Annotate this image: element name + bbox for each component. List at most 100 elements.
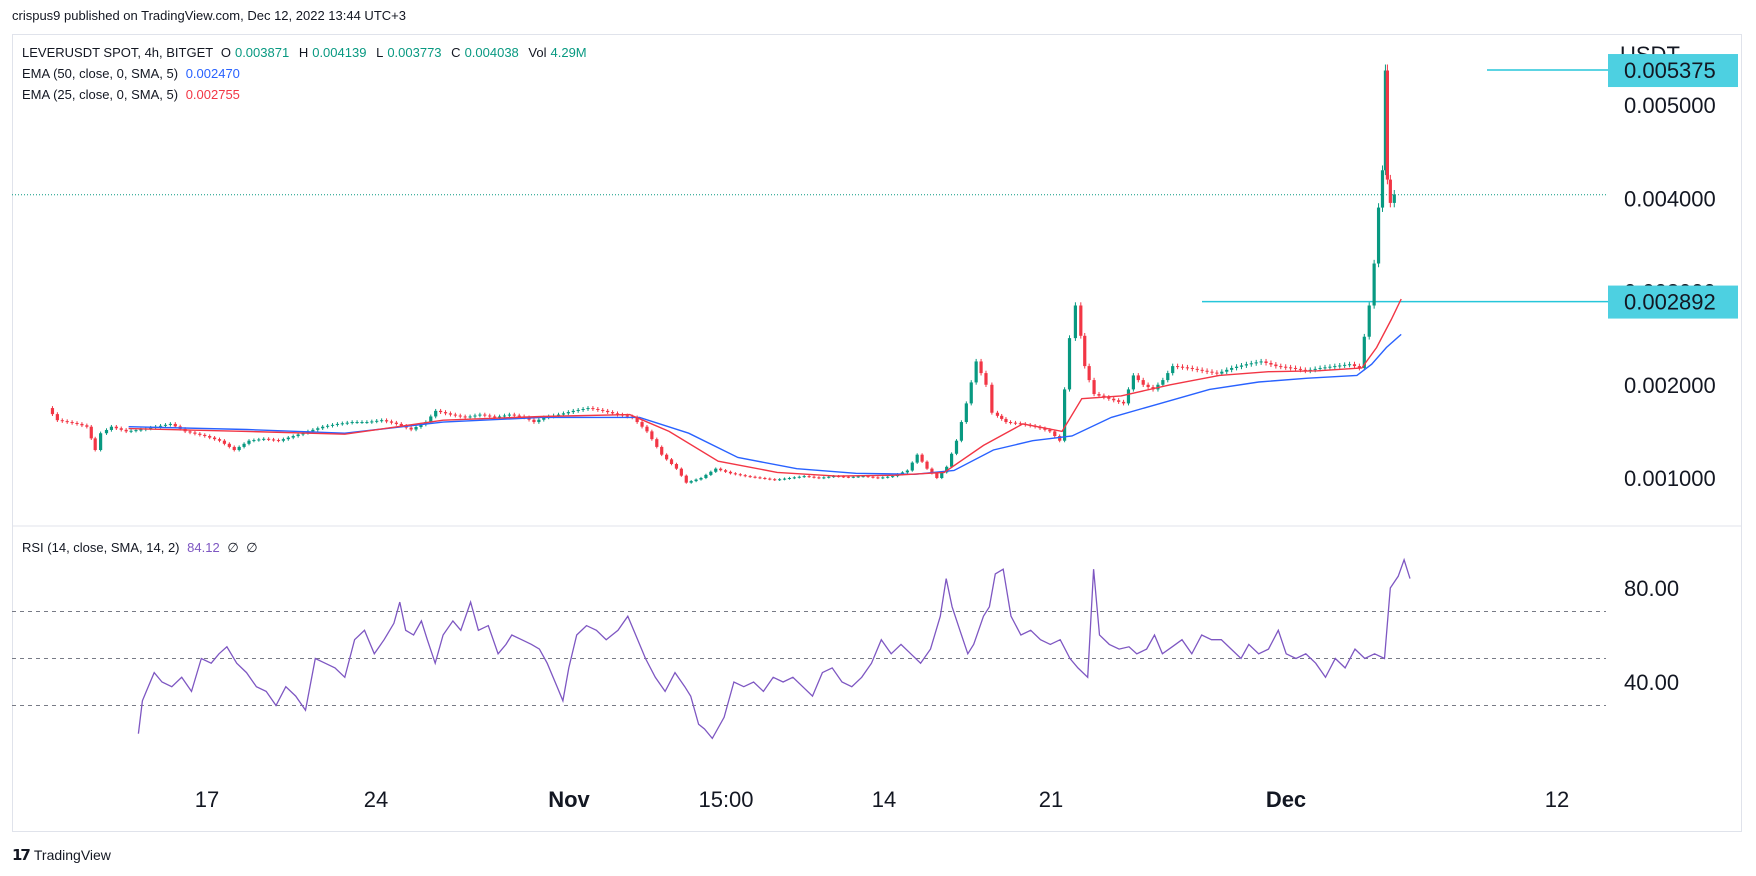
candle-body <box>473 415 477 417</box>
candle-body <box>1220 371 1224 374</box>
legend-rsi[interactable]: RSI (14, close, SMA, 14, 2) 84.12 ∅ ∅ <box>22 540 262 556</box>
candle-body <box>802 476 806 478</box>
candle-body <box>439 410 443 413</box>
tradingview-logo-icon: 𝟭𝟳 <box>12 847 31 864</box>
candle-body <box>75 422 79 424</box>
candle-body <box>60 420 64 422</box>
candle-body <box>576 409 580 411</box>
x-tick-label: 15:00 <box>698 787 753 812</box>
candle-body <box>1013 422 1018 424</box>
candle-body <box>763 478 767 479</box>
rsi-tick-label: 80.00 <box>1624 576 1679 601</box>
candle-body <box>384 420 389 422</box>
candle-body <box>1318 367 1322 369</box>
candle-body <box>778 479 782 481</box>
low-label: L <box>376 45 384 60</box>
candle-body <box>1328 366 1332 368</box>
candle-body <box>1362 336 1366 368</box>
candle-body <box>714 468 718 472</box>
candle-body <box>262 438 266 440</box>
candle-body <box>949 453 954 467</box>
candle-body <box>281 439 285 441</box>
candle-body <box>1062 389 1067 441</box>
close-label: C <box>451 45 461 60</box>
candle-body <box>99 433 103 451</box>
candle-body <box>650 431 654 440</box>
x-tick-label: 17 <box>195 787 219 812</box>
candle-body <box>1383 70 1388 171</box>
candle-body <box>542 417 546 420</box>
candle-body <box>1102 395 1106 398</box>
legend-ema25[interactable]: EMA (25, close, 0, SMA, 5) 0.002755 <box>22 87 244 102</box>
candle-body <box>217 439 222 441</box>
candle-body <box>1239 365 1244 367</box>
candle-body <box>326 425 330 427</box>
candle-body <box>556 414 561 416</box>
candle-body <box>208 436 212 438</box>
high-value: 0.004139 <box>312 45 367 60</box>
candle-body <box>1367 305 1371 337</box>
candle-body <box>738 474 742 476</box>
rsi-pane <box>12 557 1606 740</box>
x-tick-label: 14 <box>872 787 896 812</box>
candle-body <box>1146 384 1150 388</box>
candle-body <box>571 410 575 413</box>
candle-body <box>370 421 374 423</box>
candle-body <box>409 427 413 430</box>
candle-body <box>65 421 69 423</box>
candle-body <box>109 426 114 430</box>
candle-body <box>389 421 394 423</box>
candle-body <box>645 426 649 432</box>
candle-body <box>684 475 688 483</box>
candle-body <box>851 476 855 478</box>
candle-body <box>841 476 846 478</box>
candle-body <box>429 416 433 423</box>
candle-body <box>871 476 875 478</box>
candle-body <box>355 422 359 424</box>
candle-body <box>80 423 84 426</box>
candle-body <box>242 443 246 447</box>
candle-body <box>252 440 256 442</box>
chart-frame <box>12 34 1742 832</box>
candle-body <box>1323 367 1327 369</box>
legend-ohlc: LEVERUSDT SPOT, 4h, BITGET O 0.003871 H 0.… <box>22 45 593 60</box>
candle-body <box>1079 305 1083 336</box>
candle-body <box>782 478 787 480</box>
candle-body <box>969 382 973 404</box>
candle-body <box>276 440 281 442</box>
candle-body <box>286 437 290 440</box>
price-pane <box>12 64 1608 484</box>
candle-body <box>1053 431 1057 437</box>
axes: USDT0.0050000.0040000.0020000.0010000.00… <box>12 42 1742 812</box>
candle-body <box>478 414 482 416</box>
candle-body <box>1058 436 1062 441</box>
tradingview-brand[interactable]: 𝟭𝟳 TradingView <box>12 846 111 864</box>
candle-body <box>1087 366 1091 381</box>
price-tick-label: 0.005000 <box>1624 93 1716 118</box>
candle-body <box>699 478 703 480</box>
ema25-line <box>128 298 1402 477</box>
candle-body <box>458 415 462 417</box>
candle-body <box>1097 394 1101 396</box>
candle-body <box>1347 364 1352 366</box>
candle-body <box>188 431 192 433</box>
x-tick-label: 24 <box>364 787 388 812</box>
candle-body <box>1067 338 1072 390</box>
ema50-line <box>128 333 1402 476</box>
legend-ema50[interactable]: EMA (50, close, 0, SMA, 5) 0.002470 <box>22 66 244 81</box>
candle-body <box>561 413 566 415</box>
candle-body <box>1313 368 1317 370</box>
candle-body <box>1121 401 1126 404</box>
candle-body <box>129 430 133 432</box>
candle-body <box>606 410 610 413</box>
candle-body <box>330 424 335 426</box>
candle-body <box>1274 364 1278 367</box>
candle-body <box>679 468 683 476</box>
candle-body <box>227 443 231 447</box>
candle-body <box>1244 364 1248 366</box>
candle-body <box>886 476 890 478</box>
candle-body <box>1205 370 1209 372</box>
price-label-box <box>1608 54 1738 88</box>
x-tick-label: 21 <box>1039 787 1063 812</box>
